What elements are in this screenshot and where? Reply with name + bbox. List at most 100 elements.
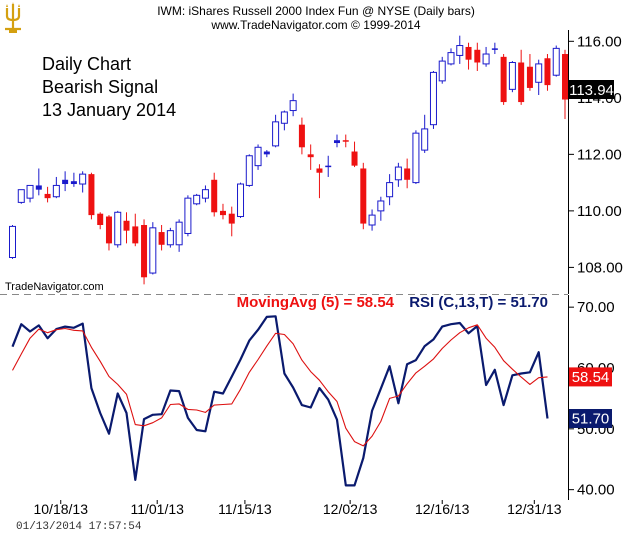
candle: [342, 134, 349, 148]
rsi-value-badge: [569, 409, 612, 428]
candle: [562, 49, 569, 120]
price-tick-label: 108.00: [577, 259, 623, 276]
candle: [62, 171, 69, 192]
candle-body: [465, 46, 472, 60]
candle-body: [351, 151, 358, 166]
candle: [272, 114, 280, 148]
candle-body: [438, 60, 446, 82]
candle-body: [377, 200, 385, 212]
candle-body: [141, 225, 148, 278]
last-price-badge: [569, 80, 614, 99]
candle: [166, 227, 174, 248]
rsi-tick-label: 70.00: [577, 299, 615, 316]
annotation-line-3: 13 January 2014: [42, 100, 176, 120]
candle: [316, 164, 323, 199]
candle-body: [88, 174, 95, 216]
candle: [263, 150, 270, 158]
candle-body: [184, 197, 192, 234]
candle: [184, 195, 192, 237]
candle: [237, 182, 245, 218]
candle: [465, 42, 472, 70]
candle: [114, 210, 122, 248]
candle: [360, 162, 367, 230]
candle-body: [404, 168, 411, 180]
last-price-label: 113.94: [569, 82, 614, 99]
candle: [535, 59, 543, 95]
candle-body: [158, 232, 165, 245]
candle-body: [79, 173, 87, 185]
candle-body: [500, 56, 507, 103]
candle-body: [316, 168, 323, 173]
candle-body: [280, 111, 288, 124]
candle-body: [421, 128, 429, 151]
candle: [88, 172, 95, 220]
candle: [175, 219, 183, 252]
candle: [412, 130, 420, 185]
candle-body: [394, 166, 402, 181]
candle-body: [360, 168, 367, 224]
candle: [280, 110, 288, 131]
candle: [141, 219, 148, 285]
candle-body: [491, 48, 498, 50]
candle-body: [325, 165, 332, 168]
candle-body: [219, 210, 226, 216]
candle-body: [482, 53, 490, 65]
rsi-line: [11, 315, 549, 487]
candle: [26, 184, 34, 203]
x-tick-label: 10/18/13: [33, 501, 88, 517]
candle-body: [149, 227, 157, 274]
candle: [298, 117, 305, 155]
indicator-series: [11, 315, 549, 487]
candle-body: [9, 225, 16, 258]
candle-body: [298, 124, 305, 148]
candle-body: [263, 151, 270, 155]
copyright-text: www.TradeNavigator.com © 1999-2014: [210, 18, 420, 32]
rsi-value-label: 51.70: [572, 411, 610, 428]
candle: [123, 212, 130, 244]
candle: [386, 174, 394, 206]
x-tick-label: 11/01/13: [130, 501, 184, 517]
candle: [17, 189, 25, 204]
x-tick-label: 11/15/13: [218, 501, 272, 517]
candle-body: [526, 66, 533, 88]
ma-value-badge: [569, 367, 612, 387]
candle: [377, 196, 385, 221]
candle: [500, 54, 507, 105]
ma-legend-label: MovingAvg (5) = 58.54: [237, 294, 395, 311]
candle: [219, 203, 226, 220]
candle: [333, 134, 340, 148]
annotation-line-1: Daily Chart: [42, 54, 131, 74]
rsi-legend-label: RSI (C,13,T) = 51.70: [409, 294, 548, 311]
candle-body: [44, 193, 51, 199]
annotation-line-2: Bearish Signal: [42, 77, 158, 97]
candle: [394, 162, 402, 187]
candle: [368, 209, 376, 231]
candle-body: [429, 71, 437, 126]
price-tick-label: 116.00: [577, 33, 622, 50]
candle: [228, 206, 235, 237]
candle: [552, 45, 560, 77]
candle: [351, 141, 358, 168]
x-tick-label: 12/16/13: [415, 501, 470, 517]
price-tick-label: 112.00: [577, 146, 622, 163]
candle-body: [166, 230, 174, 246]
candle: [211, 172, 218, 217]
candle-body: [132, 226, 139, 244]
candle-body: [474, 49, 481, 63]
chart-title: IWM: iShares Russell 2000 Index Fun @ NY…: [157, 4, 475, 18]
candle: [9, 225, 16, 259]
candlestick-series: [9, 35, 569, 285]
candle-body: [386, 182, 394, 198]
candle-body: [175, 221, 183, 246]
candle-body: [228, 213, 235, 224]
candle: [79, 171, 87, 193]
candle-body: [17, 189, 25, 203]
x-tick-label: 12/02/13: [323, 501, 378, 517]
candle-body: [535, 63, 543, 83]
candle: [544, 54, 551, 91]
candle: [149, 222, 157, 275]
rsi-tick-label: 40.00: [577, 482, 615, 499]
candle: [254, 144, 262, 170]
candle: [289, 93, 297, 117]
